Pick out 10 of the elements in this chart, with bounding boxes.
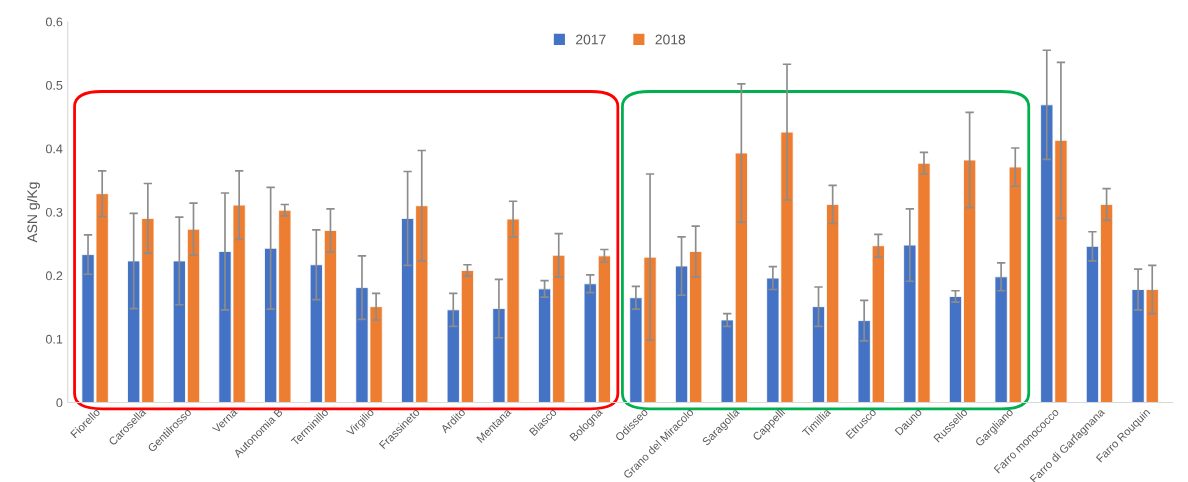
y-tick-label: 0.6	[45, 17, 63, 27]
y-tick-label: 0	[56, 398, 63, 408]
y-tick-label: 0.5	[45, 80, 63, 90]
y-tick-label: 0.3	[45, 207, 63, 217]
legend-label: 2018	[655, 34, 686, 45]
y-axis-title: ASN g/Kg	[26, 182, 40, 243]
y-tick-label: 0.1	[45, 334, 63, 344]
y-tick-label: 0.2	[45, 271, 63, 281]
y-tick-label: 0.4	[45, 144, 63, 154]
legend-label: 2017	[576, 34, 606, 45]
